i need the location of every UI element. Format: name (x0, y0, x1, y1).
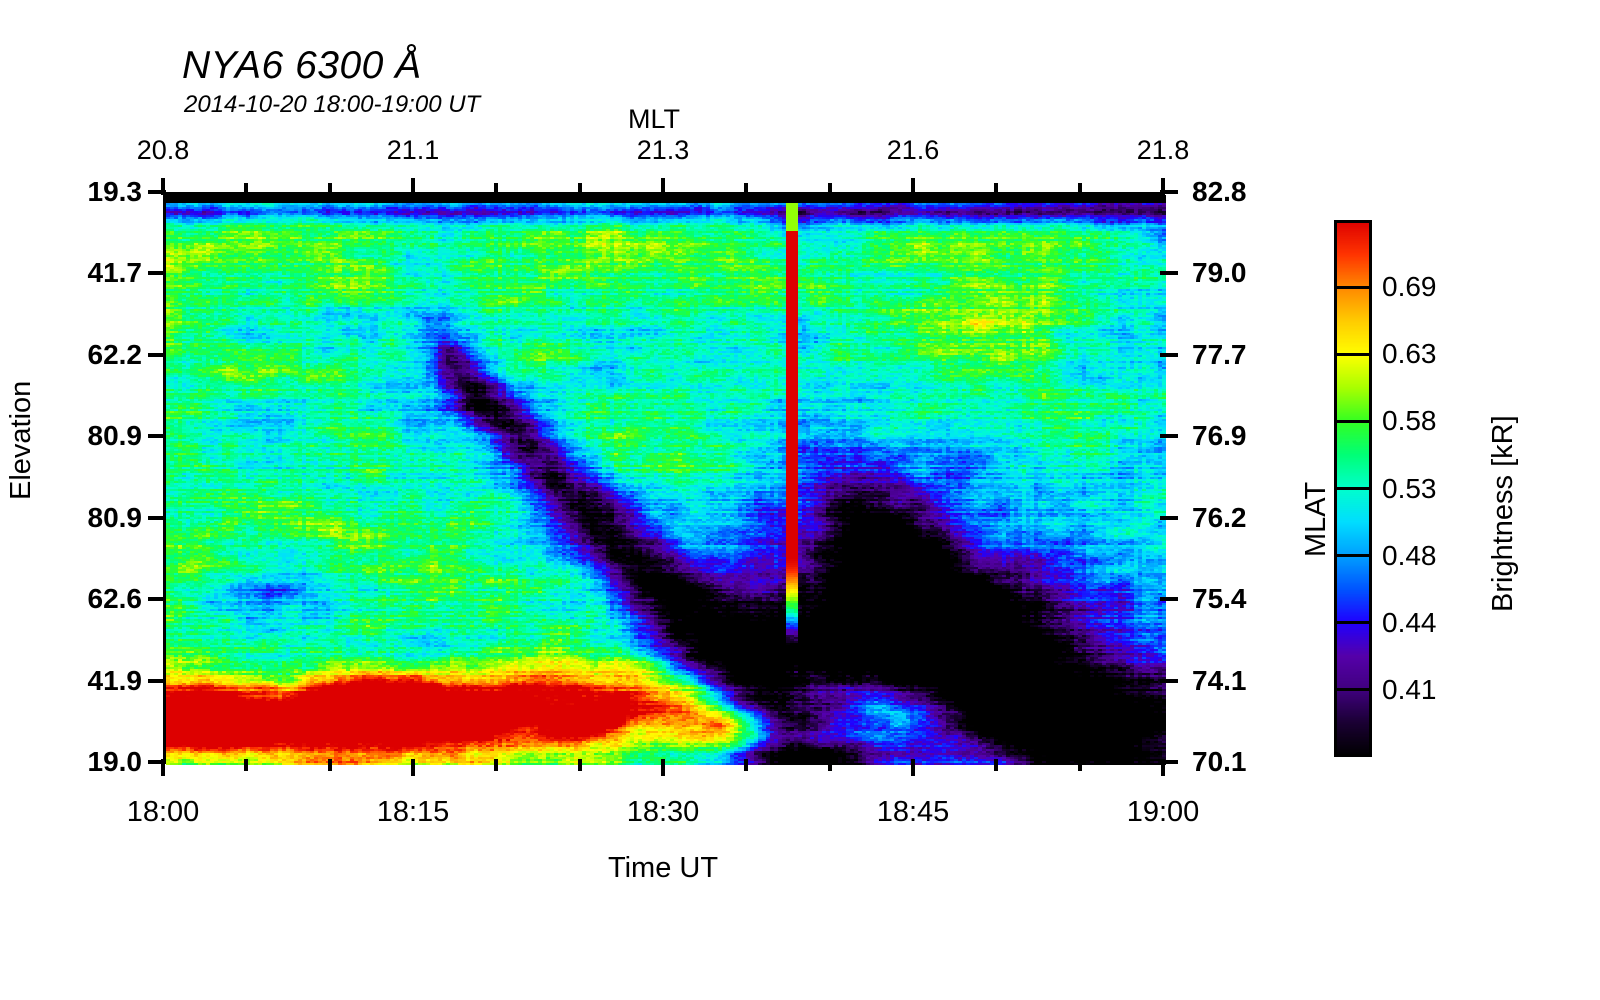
colorbar-tick-label: 0.48 (1382, 539, 1437, 571)
mlat-tick-mark (1160, 678, 1178, 683)
colorbar-tick-label: 0.63 (1382, 338, 1437, 370)
time-minor-tick-mark (244, 759, 249, 771)
keogram-image (166, 195, 1166, 765)
mlt-tick-label: 20.8 (136, 135, 190, 165)
elevation-tick-mark (148, 190, 166, 194)
time-tick-mark (161, 759, 165, 776)
colorbar-separator (1334, 285, 1372, 289)
elevation-tick-label: 19.0 (87, 746, 143, 777)
page-subtitle: 2014-10-20 18:00-19:00 UT (184, 91, 481, 118)
time-tick-label: 18:00 (126, 796, 200, 828)
elevation-tick-label: 62.2 (87, 338, 143, 370)
elevation-tick-mark (148, 760, 166, 764)
colorbar-tick-label: 0.41 (1382, 673, 1437, 705)
colorbar-separator (1334, 487, 1372, 490)
time-tick-label: 18:30 (626, 796, 700, 828)
colorbar-tick-label: 0.44 (1382, 606, 1437, 638)
mlt-tick-mark (161, 178, 165, 195)
mlt-tick-label: 21.3 (636, 135, 690, 165)
elevation-tick-mark (148, 352, 166, 357)
colorbar-title: Brightness [kR] (1487, 415, 1519, 612)
time-minor-tick-mark (744, 759, 749, 771)
elevation-tick-label: 19.3 (87, 176, 143, 207)
time-tick-label: 19:00 (1126, 796, 1200, 828)
mlt-tick-mark (411, 178, 415, 195)
mlat-tick-mark (1160, 190, 1178, 194)
time-tick-label: 18:45 (876, 796, 950, 828)
elevation-tick-mark (148, 597, 166, 602)
mlt-minor-tick-mark (994, 183, 999, 195)
time-minor-tick-mark (994, 759, 999, 771)
mlt-minor-tick-mark (827, 183, 832, 195)
time-minor-tick-mark (577, 759, 582, 771)
mlat-tick-mark (1160, 352, 1178, 357)
colorbar-separator (1334, 352, 1372, 356)
mlat-tick-label: 77.7 (1192, 338, 1247, 370)
time-axis-title: Time UT (607, 852, 719, 884)
elevation-tick-label: 62.6 (87, 583, 143, 615)
elevation-tick-label: 41.9 (87, 664, 143, 696)
time-tick-mark (411, 759, 415, 776)
colorbar-separator (1334, 688, 1372, 692)
elevation-tick-mark (148, 271, 166, 276)
mlat-tick-label: 82.8 (1192, 176, 1247, 207)
mlat-tick-label: 76.9 (1192, 420, 1247, 452)
colorbar-tick-label: 0.69 (1382, 271, 1437, 303)
mlt-minor-tick-mark (494, 183, 499, 195)
mlat-tick-mark (1160, 271, 1178, 276)
time-tick-mark (911, 759, 915, 776)
mlat-tick-label: 79.0 (1192, 257, 1247, 289)
mlat-axis-title: MLAT (1300, 481, 1332, 557)
mlt-minor-tick-mark (1077, 183, 1082, 195)
mlt-tick-mark (911, 178, 915, 195)
elevation-tick-label: 80.9 (87, 420, 143, 452)
mlt-tick-label: 21.6 (886, 135, 940, 165)
elevation-tick-mark (148, 434, 166, 439)
mlat-tick-mark (1160, 597, 1178, 602)
elevation-tick-mark (148, 678, 166, 683)
time-minor-tick-mark (827, 759, 832, 771)
time-minor-tick-mark (494, 759, 499, 771)
time-minor-tick-mark (1077, 759, 1082, 771)
colorbar-separator (1334, 554, 1372, 558)
mlt-minor-tick-mark (744, 183, 749, 195)
time-tick-label: 18:15 (376, 796, 450, 828)
page-title: NYA6 6300 Å (182, 44, 422, 87)
mlat-tick-label: 75.4 (1192, 583, 1247, 615)
time-minor-tick-mark (327, 759, 332, 771)
keogram-plot-area[interactable] (163, 192, 1166, 765)
mlt-minor-tick-mark (577, 183, 582, 195)
mlat-tick-label: 76.2 (1192, 501, 1247, 533)
mlt-tick-mark (661, 178, 665, 195)
mlat-tick-mark (1160, 434, 1178, 439)
mlt-minor-tick-mark (244, 183, 249, 195)
mlt-tick-mark (1161, 178, 1165, 195)
elevation-tick-label: 80.9 (87, 501, 143, 533)
mlat-tick-mark (1160, 760, 1178, 764)
elevation-tick-label: 41.7 (87, 257, 143, 289)
mlt-tick-label: 21.1 (386, 135, 440, 165)
elevation-axis-title: Elevation (5, 380, 37, 500)
colorbar-tick-label: 0.53 (1382, 472, 1437, 504)
mlt-axis-title: MLT (628, 104, 680, 134)
mlat-tick-label: 74.1 (1192, 664, 1247, 696)
colorbar-tick-label: 0.58 (1382, 405, 1437, 437)
mlat-tick-label: 70.1 (1192, 746, 1247, 777)
mlat-tick-mark (1160, 515, 1178, 520)
colorbar-separator (1334, 621, 1372, 625)
elevation-tick-mark (148, 515, 166, 520)
time-tick-mark (661, 759, 665, 776)
colorbar-separator (1334, 419, 1372, 423)
time-tick-mark (1161, 759, 1165, 776)
mlt-tick-label: 21.8 (1136, 135, 1190, 165)
mlt-minor-tick-mark (327, 183, 332, 195)
